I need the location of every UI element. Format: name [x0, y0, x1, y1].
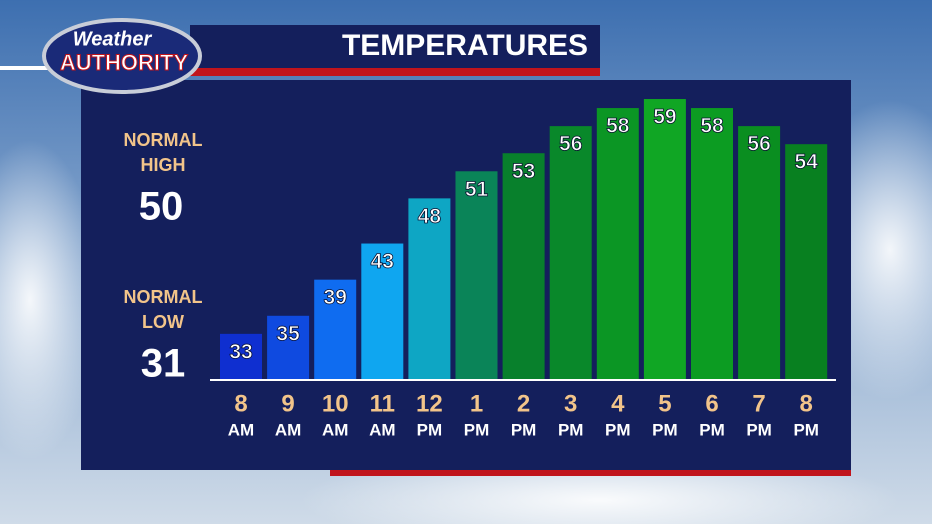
baseline	[210, 379, 836, 381]
title-accent	[190, 68, 600, 76]
normal-label: HIGH	[141, 155, 186, 175]
x-tick-label: PM	[605, 420, 631, 439]
x-tick-label: PM	[558, 420, 584, 439]
normal-label: NORMAL	[124, 287, 203, 307]
bar	[596, 108, 639, 379]
bar	[643, 99, 686, 379]
bar	[408, 198, 451, 379]
value-label: 48	[418, 205, 442, 228]
logo-text: AUTHORITY	[60, 50, 189, 75]
x-tick-label: PM	[652, 420, 678, 439]
normal-label: LOW	[142, 312, 184, 332]
bar	[455, 171, 498, 379]
bar	[785, 144, 828, 379]
x-tick-label: 12	[416, 390, 443, 417]
normal-label: NORMAL	[124, 130, 203, 150]
cloud	[0, 140, 100, 460]
x-tick-label: 1	[470, 390, 483, 417]
bar	[361, 243, 404, 379]
logo-text: Weather	[73, 28, 153, 50]
x-tick-label: PM	[417, 420, 443, 439]
chart-title: TEMPERATURES	[342, 29, 588, 62]
bar	[502, 153, 545, 379]
x-tick-label: PM	[793, 420, 819, 439]
x-tick-label: 8	[234, 390, 247, 417]
bar	[267, 315, 310, 379]
value-label: 59	[653, 106, 676, 129]
logo	[42, 18, 202, 94]
value-label: 35	[276, 322, 300, 345]
bar	[738, 126, 781, 379]
x-tick-label: 11	[370, 390, 395, 417]
x-tick-label: 4	[611, 390, 625, 417]
value-label: 58	[700, 115, 724, 138]
value-label: 39	[324, 286, 347, 309]
x-tick-label: 8	[800, 390, 813, 417]
x-tick-label: AM	[228, 420, 254, 439]
bar	[549, 126, 592, 379]
rule	[0, 66, 60, 70]
bar	[691, 108, 733, 379]
value-label: 56	[559, 133, 582, 156]
x-tick-label: 9	[281, 390, 294, 417]
normal-value: 31	[141, 342, 186, 386]
x-tick-label: 7	[752, 390, 765, 417]
title-box	[190, 25, 600, 68]
x-tick-label: 6	[705, 390, 718, 417]
x-tick-label: 10	[322, 390, 349, 417]
x-tick-label: AM	[369, 420, 395, 439]
x-tick-label: PM	[699, 420, 725, 439]
x-tick-label: PM	[464, 420, 490, 439]
normal-value: 50	[139, 185, 184, 229]
x-tick-label: PM	[511, 420, 537, 439]
x-tick-label: 3	[564, 390, 577, 417]
value-label: 56	[747, 133, 770, 156]
x-tick-label: AM	[275, 420, 301, 439]
x-tick-label: PM	[746, 420, 772, 439]
x-tick-label: 5	[658, 390, 671, 417]
value-label: 54	[795, 151, 819, 174]
value-label: 51	[465, 178, 489, 201]
bar	[314, 279, 357, 379]
accent-bar	[330, 470, 851, 476]
value-label: 53	[512, 160, 535, 183]
bar	[220, 333, 262, 379]
x-tick-label: 2	[517, 390, 530, 417]
value-label: 58	[606, 115, 630, 138]
x-tick-label: AM	[322, 420, 348, 439]
value-label: 33	[229, 340, 252, 363]
value-label: 43	[371, 250, 394, 273]
